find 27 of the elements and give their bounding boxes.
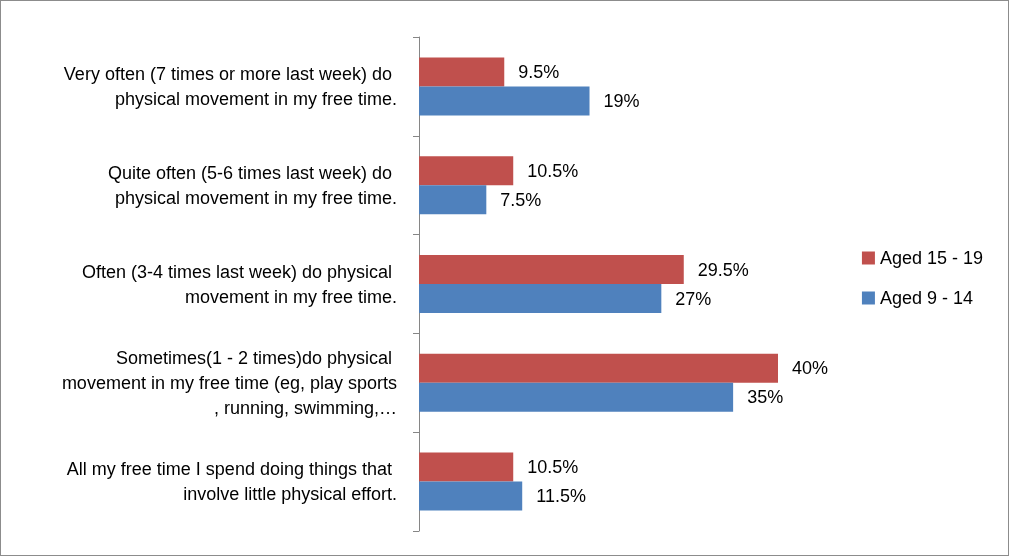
legend-label: Aged 15 - 19 xyxy=(879,248,983,268)
data-label: 19% xyxy=(603,90,640,111)
data-label: 27% xyxy=(675,288,712,309)
y-tick-label: Very often (7 times or more last week) do physical movement in my free time. xyxy=(63,63,397,109)
y-tick-label: Quite often (5-6 times last week) do physical movement in my free time. xyxy=(107,162,397,208)
data-label: 10.5% xyxy=(527,457,579,478)
bar xyxy=(419,185,487,215)
legend-label: Aged 9 - 14 xyxy=(879,288,973,308)
bar xyxy=(419,353,778,383)
bar xyxy=(419,284,662,313)
y-tick-label: All my free time I spend doing things that involve little physical effort. xyxy=(66,459,397,505)
y-tick-label: Often (3-4 times last week) do physical movement in my free time. xyxy=(81,261,397,307)
y-tick-label: Sometimes(1 - 2 times)do physical movement in my free time (eg, play sports, running, swimming,… xyxy=(61,347,397,418)
bar xyxy=(419,481,523,511)
bar xyxy=(419,57,505,87)
bar xyxy=(419,382,734,412)
data-label: 10.5% xyxy=(527,160,579,181)
bar xyxy=(419,452,514,482)
data-label: 35% xyxy=(747,387,784,408)
bar xyxy=(419,255,684,284)
data-label: 9.5% xyxy=(518,61,560,82)
data-label: 40% xyxy=(792,358,829,379)
data-label: 29.5% xyxy=(697,259,749,280)
data-label: 7.5% xyxy=(500,189,542,210)
bar xyxy=(419,86,590,116)
data-label: 11.5% xyxy=(536,486,586,507)
bar xyxy=(419,156,514,186)
